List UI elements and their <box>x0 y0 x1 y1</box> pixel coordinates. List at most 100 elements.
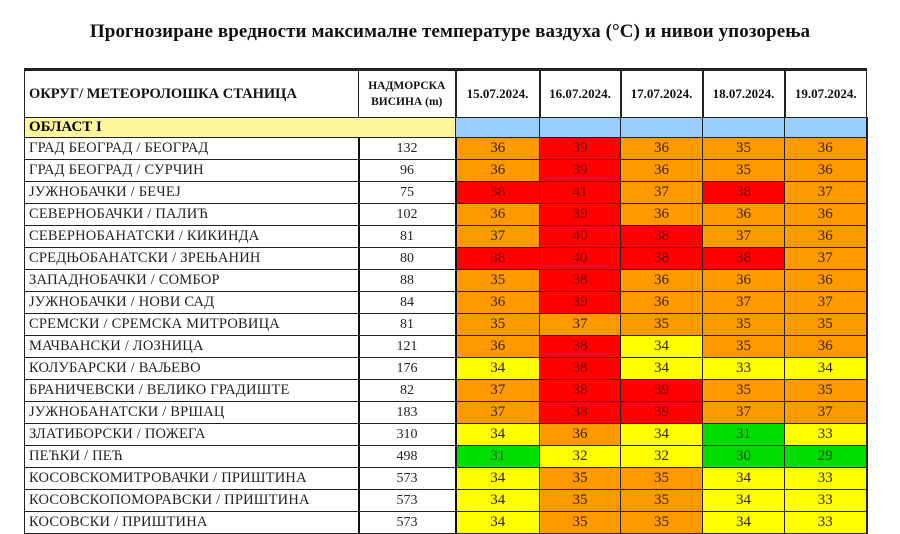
temperature-cell: 36 <box>455 335 540 358</box>
temperature-cell: 38 <box>455 181 540 204</box>
temperature-cell: 38 <box>620 247 703 270</box>
station-name: КОСОВСКОМИТРОВАЧКИ / ПРИШТИНА <box>24 467 359 490</box>
temperature-cell: 36 <box>702 269 785 292</box>
temperature-cell: 37 <box>702 291 785 314</box>
table-row: СЕВЕРНОБАНАТСКИ / КИКИНДА 81 37 40 38 37 36 <box>24 225 868 248</box>
elevation-value: 176 <box>357 357 457 380</box>
region-cell <box>455 117 540 138</box>
temperature-cell: 32 <box>539 445 621 468</box>
temperature-cell: 33 <box>784 511 868 534</box>
temperature-cell: 31 <box>702 423 785 446</box>
temperature-cell: 38 <box>539 379 621 402</box>
temperature-cell: 34 <box>620 423 703 446</box>
table-row: БРАНИЧЕВСКИ / ВЕЛИКО ГРАДИШТЕ 82 37 38 39 35 3… <box>24 379 868 402</box>
elevation-value: 75 <box>357 181 457 204</box>
temperature-cell: 31 <box>455 445 540 468</box>
temperature-cell: 39 <box>539 137 621 160</box>
temperature-cell: 35 <box>620 511 703 534</box>
temperature-cell: 37 <box>784 181 868 204</box>
temperature-cell: 36 <box>455 203 540 226</box>
table-row: ЈУЖНОБАЧКИ / БЕЧЕЈ 75 38 41 37 38 37 <box>24 181 868 204</box>
temperature-cell: 41 <box>539 181 621 204</box>
date-column-header: 17.07.2024. <box>619 69 703 118</box>
temperature-cell: 34 <box>620 357 703 380</box>
temperature-cell: 29 <box>784 445 868 468</box>
station-name: СРЕДЊОБАНАТСКИ / ЗРЕЊАНИН <box>24 247 359 270</box>
temperature-cell: 36 <box>702 203 785 226</box>
temperature-cell: 35 <box>702 335 785 358</box>
elevation-value: 102 <box>357 203 457 226</box>
temperature-cell: 37 <box>784 247 868 270</box>
elevation-header-line1: НАДМОРСКА <box>368 80 446 92</box>
temperature-cell: 35 <box>702 159 785 182</box>
elevation-value: 121 <box>357 335 457 358</box>
temperature-cell: 37 <box>620 181 703 204</box>
elevation-value: 132 <box>357 137 457 160</box>
temperature-cell: 36 <box>784 225 868 248</box>
temperature-cell: 38 <box>702 181 785 204</box>
station-name: ГРАД БЕОГРАД / БЕОГРАД <box>24 137 359 160</box>
table-row: КОСОВСКИ / ПРИШТИНА 573 34 35 35 34 33 <box>24 511 868 534</box>
station-name: СРЕМСКИ / СРЕМСКА МИТРОВИЦА <box>24 313 359 336</box>
temperature-cell: 36 <box>620 203 703 226</box>
date-column-header: 16.07.2024. <box>538 69 621 118</box>
elevation-value: 88 <box>357 269 457 292</box>
date-column-header: 19.07.2024. <box>783 69 867 118</box>
elevation-value: 573 <box>357 467 457 490</box>
temperature-cell: 35 <box>620 313 703 336</box>
temperature-cell: 38 <box>539 401 621 424</box>
temperature-cell: 40 <box>539 225 621 248</box>
temperature-cell: 35 <box>539 489 621 512</box>
temperature-cell: 34 <box>702 511 785 534</box>
temperature-cell: 38 <box>702 247 785 270</box>
temperature-cell: 39 <box>539 291 621 314</box>
temperature-forecast-table: ОКРУГ/ МЕТЕОРОЛОШКА СТАНИЦА НАДМОРСКА ВИС… <box>24 68 868 534</box>
region-cell <box>784 117 868 138</box>
station-name: ЈУЖНОБАЧКИ / НОВИ САД <box>24 291 359 314</box>
temperature-cell: 36 <box>784 137 868 160</box>
temperature-cell: 37 <box>702 225 785 248</box>
temperature-cell: 39 <box>620 401 703 424</box>
temperature-cell: 38 <box>539 269 621 292</box>
temperature-cell: 34 <box>620 335 703 358</box>
elevation-value: 82 <box>357 379 457 402</box>
temperature-cell: 38 <box>539 357 621 380</box>
temperature-cell: 37 <box>784 291 868 314</box>
table-row: ПЕЋКИ / ПЕЋ 498 31 32 32 30 29 <box>24 445 868 468</box>
temperature-cell: 34 <box>455 423 540 446</box>
temperature-cell: 37 <box>702 401 785 424</box>
temperature-cell: 33 <box>784 489 868 512</box>
temperature-cell: 36 <box>620 137 703 160</box>
region-cell <box>702 117 785 138</box>
temperature-cell: 30 <box>702 445 785 468</box>
temperature-cell: 40 <box>539 247 621 270</box>
station-name: БРАНИЧЕВСКИ / ВЕЛИКО ГРАДИШТЕ <box>24 379 359 402</box>
elevation-column-header: НАДМОРСКА ВИСИНА (m) <box>358 69 456 118</box>
station-name: СЕВЕРНОБАЧКИ / ПАЛИЋ <box>24 203 359 226</box>
region-cell <box>539 117 621 138</box>
table-row: ЈУЖНОБАЧКИ / НОВИ САД 84 36 39 36 37 37 <box>24 291 868 314</box>
region-row: ОБЛАСТ I <box>24 117 868 138</box>
temperature-cell: 35 <box>784 379 868 402</box>
temperature-cell: 35 <box>702 379 785 402</box>
station-name: КОЛУБАРСКИ / ВАЉЕВО <box>24 357 359 380</box>
temperature-cell: 34 <box>455 357 540 380</box>
temperature-cell: 39 <box>620 379 703 402</box>
temperature-cell: 35 <box>620 489 703 512</box>
elevation-value: 498 <box>357 445 457 468</box>
station-column-header: ОКРУГ/ МЕТЕОРОЛОШКА СТАНИЦА <box>24 69 359 118</box>
temperature-cell: 35 <box>784 313 868 336</box>
temperature-cell: 33 <box>784 467 868 490</box>
temperature-cell: 38 <box>620 225 703 248</box>
temperature-cell: 36 <box>539 423 621 446</box>
temperature-cell: 37 <box>455 225 540 248</box>
temperature-cell: 35 <box>539 467 621 490</box>
elevation-value: 81 <box>357 225 457 248</box>
elevation-value: 96 <box>357 159 457 182</box>
temperature-cell: 35 <box>620 467 703 490</box>
temperature-cell: 34 <box>702 467 785 490</box>
temperature-cell: 34 <box>455 467 540 490</box>
elevation-value: 310 <box>357 423 457 446</box>
temperature-cell: 36 <box>620 269 703 292</box>
elevation-value: 84 <box>357 291 457 314</box>
